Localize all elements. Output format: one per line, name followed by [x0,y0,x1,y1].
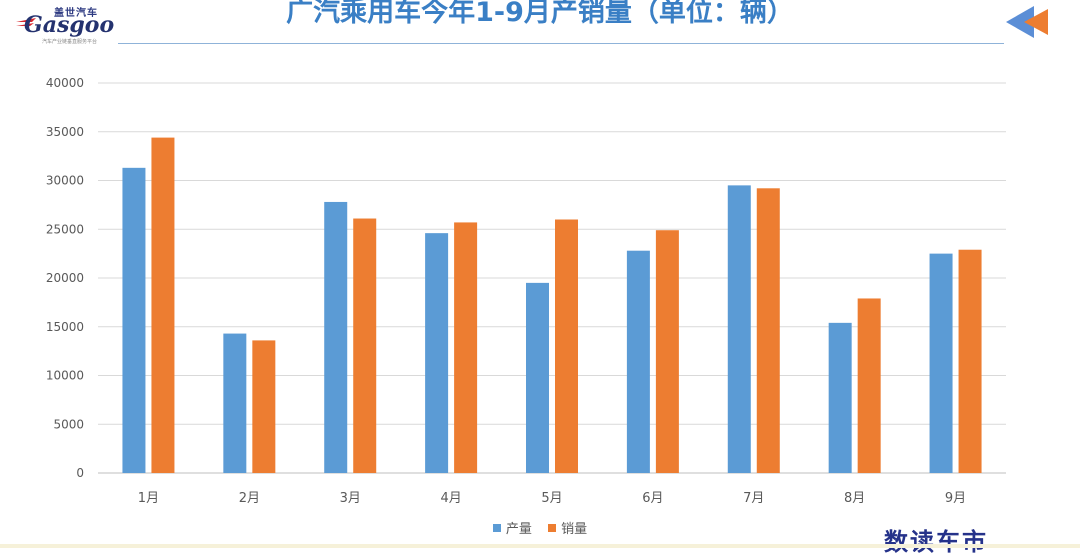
footer-strip [0,544,1080,548]
x-tick-label: 4月 [440,491,461,506]
y-tick-label: 20000 [46,271,84,285]
chart-title: 广汽乘用车今年1-9月产销量（单位：辆） [286,0,794,28]
bar-production [324,201,348,473]
title-divider [118,43,1004,44]
bar-sales [454,222,478,473]
bar-sales [555,219,578,473]
legend-item-sales: 销量 [548,518,587,537]
x-tick-label: 7月 [743,491,764,506]
y-tick-label: 25000 [46,222,84,236]
y-tick-label: 30000 [46,174,84,188]
legend-swatch-production [492,523,501,532]
y-tick-label: 5000 [53,417,84,431]
bar-production [626,250,650,473]
x-tick-label: 9月 [945,491,966,506]
logo-name-cn: 盖世汽车 [54,8,98,19]
y-axis-ticks: 0 5000 10000 15000 20000 25000 30000 35000 40000 [46,76,84,480]
logo-tagline: 汽车产业链垂直服务平台 [42,39,98,45]
bar-production [727,185,751,473]
bar-production [828,322,852,473]
bar-production [526,282,549,473]
bar-sales [958,249,982,473]
bars [122,137,982,474]
y-tick-label: 40000 [46,76,84,90]
x-tick-label: 8月 [844,491,865,506]
x-tick-label: 3月 [340,491,361,506]
grid-lines [98,82,1006,474]
bar-sales [857,298,881,473]
y-tick-label: 10000 [46,369,84,383]
y-tick-label: 15000 [46,320,84,334]
y-tick-label: 0 [76,466,84,480]
x-tick-label: 6月 [642,491,663,506]
bar-sales [151,137,175,473]
bar-sales [655,230,679,473]
legend-label-sales: 销量 [561,522,588,537]
y-tick-label: 35000 [46,125,84,139]
logo-name-en: Gasgoo [24,12,115,38]
bar-production [425,233,449,473]
bar-sales [756,188,780,474]
bar-sales [353,218,377,473]
x-axis-ticks: 1月 2月 3月 4月 5月 6月 7月 8月 9月 [138,491,966,506]
bar-production [122,167,146,473]
gasgoo-logo: 盖世汽车 Gasgoo 汽车产业链垂直服务平台 [14,4,116,46]
bar-sales [252,340,276,473]
bar-production [929,253,953,473]
legend-item-production: 产量 [492,518,532,537]
x-tick-label: 5月 [541,491,562,506]
legend: 产量 销量 [0,518,1080,537]
footer-brand: 数读车市 [884,528,988,556]
legend-label-production: 产量 [505,522,532,537]
logo-swoosh-icon [16,18,36,26]
corner-arrow-icon [1006,6,1048,38]
x-tick-label: 2月 [239,491,260,506]
x-tick-label: 1月 [138,491,159,506]
legend-swatch-sales [548,523,557,532]
bar-production [223,333,247,473]
